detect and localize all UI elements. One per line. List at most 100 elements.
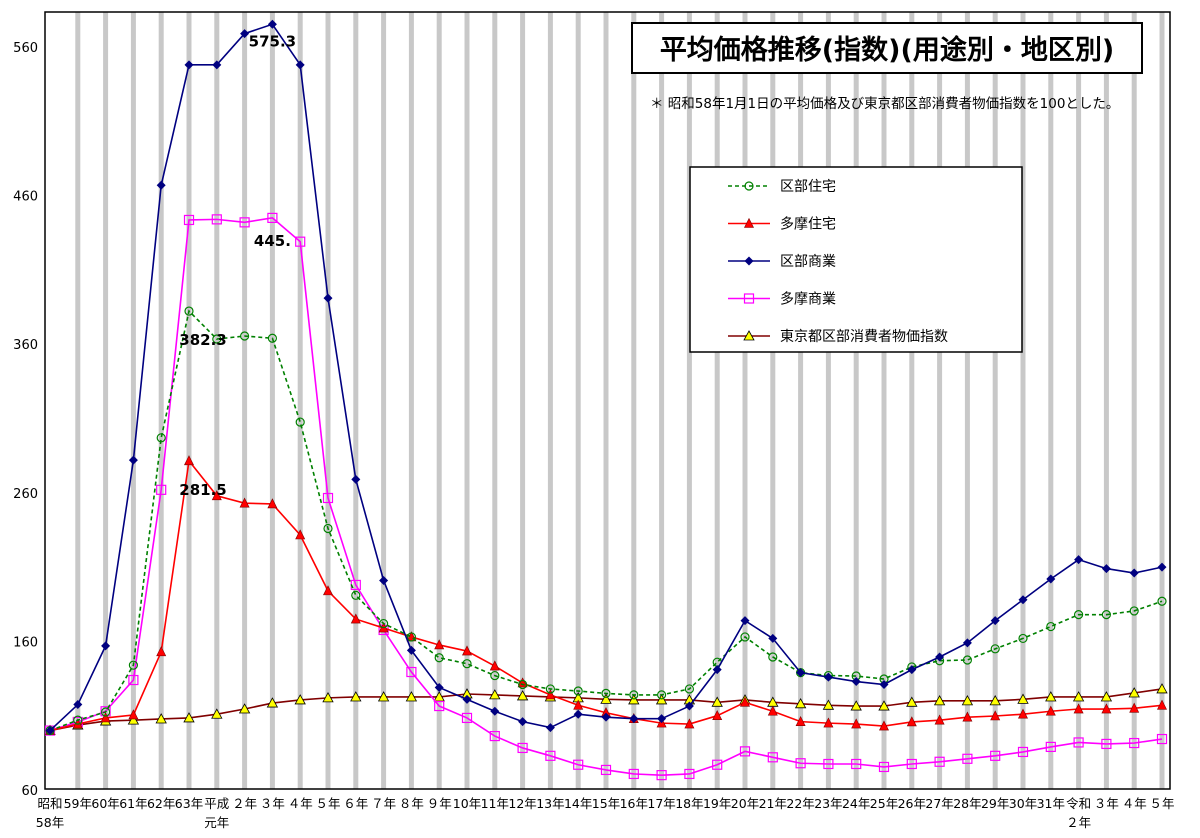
- data-point: [322, 492, 334, 504]
- data-point: [990, 644, 1000, 654]
- data-point: [211, 490, 222, 501]
- data-point: [1129, 568, 1139, 578]
- legend-label: 東京都区部消費者物価指数: [780, 329, 948, 345]
- x-tick-label: 15年: [592, 796, 620, 811]
- data-point: [878, 761, 890, 773]
- data-point: [573, 709, 583, 719]
- grid-bar: [659, 12, 665, 789]
- x-tick-label: 59年: [64, 796, 92, 811]
- grid-bar: [214, 12, 220, 789]
- legend-label: 多摩商業: [780, 291, 836, 308]
- x-tick-label: 27年: [925, 796, 953, 811]
- grid-bar: [770, 12, 776, 789]
- x-tick-label: ３年: [1094, 796, 1119, 811]
- data-point: [1045, 705, 1056, 716]
- data-point: [1074, 555, 1084, 565]
- grid-bar: [575, 12, 581, 789]
- data-point: [490, 670, 500, 681]
- x-tick-label: ９年: [427, 796, 452, 811]
- data-point: [462, 694, 472, 704]
- grid-bar: [103, 12, 109, 789]
- grid-bar: [686, 12, 692, 789]
- data-point: [935, 652, 945, 662]
- x-tick-label: 22年: [786, 796, 814, 811]
- legend-item: 多摩商業: [728, 291, 836, 308]
- title-box: 平均価格推移(指数)(用途別・地区別): [631, 22, 1143, 74]
- data-point: [1100, 691, 1113, 702]
- data-point: [657, 714, 667, 724]
- data-point: [100, 707, 111, 717]
- chart-title: 平均価格推移(指数)(用途別・地区別): [660, 34, 1114, 66]
- data-point: [379, 575, 389, 585]
- data-point: [684, 684, 695, 694]
- data-point: [990, 710, 1001, 721]
- data-point: [573, 686, 583, 696]
- data-point: [1101, 738, 1112, 750]
- data-point: [434, 682, 444, 692]
- data-point: [212, 334, 222, 344]
- data-point: [712, 710, 723, 721]
- grid-bar: [130, 12, 136, 789]
- series-line: [49, 217, 1163, 776]
- data-point: [1073, 703, 1084, 714]
- x-tick-label: ５年: [1149, 796, 1174, 811]
- x-tick-label: 10年: [453, 796, 481, 811]
- data-point: [740, 616, 750, 626]
- x-tick-label: 19年: [703, 796, 731, 811]
- data-point: [906, 758, 917, 770]
- data-point: [489, 730, 500, 742]
- data-point: [489, 689, 501, 700]
- grid-bar: [992, 12, 998, 789]
- data-point: [128, 660, 138, 670]
- grid-bar: [269, 12, 275, 789]
- data-point: [323, 293, 333, 303]
- x-tick-label: 63年: [175, 796, 203, 811]
- data-point: [156, 646, 167, 657]
- data-point: [879, 679, 889, 689]
- data-point: [240, 331, 250, 341]
- x-tick-label: 23年: [814, 796, 842, 811]
- data-point: [768, 652, 778, 662]
- x-tick-label: 16年: [620, 796, 648, 811]
- legend-label: 区部商業: [780, 254, 836, 270]
- data-point: [1046, 621, 1056, 632]
- grid-bar: [964, 12, 970, 789]
- data-point: [684, 718, 695, 729]
- data-point: [434, 700, 445, 712]
- x-tick-label: 61年: [119, 796, 147, 811]
- data-point: [240, 29, 250, 39]
- data-point: [183, 214, 195, 226]
- data-point: [406, 632, 416, 642]
- data-point: [573, 759, 584, 770]
- data-point: [629, 714, 639, 724]
- data-point: [933, 695, 946, 706]
- data-point: [1045, 691, 1057, 702]
- data-point: [906, 716, 917, 727]
- data-point: [989, 695, 1001, 706]
- data-point: [211, 214, 222, 225]
- data-point: [377, 691, 390, 702]
- x-tick-label: ７年: [371, 796, 396, 811]
- data-point: [743, 293, 755, 304]
- x-tick-label: 28年: [953, 796, 981, 811]
- grid-bar: [937, 12, 943, 789]
- grid-bar: [520, 12, 526, 789]
- data-point: [743, 330, 755, 341]
- data-point: [128, 709, 139, 720]
- data-point: [351, 590, 361, 600]
- data-point: [600, 693, 612, 704]
- data-point: [127, 714, 140, 725]
- data-point: [1017, 693, 1029, 704]
- x-tick-label: 13年: [536, 796, 564, 811]
- data-point: [823, 758, 834, 770]
- x-tick-label: ４年: [288, 796, 313, 811]
- x-tick-label-line2: ２年: [1066, 815, 1091, 830]
- grid-bar: [1048, 12, 1054, 789]
- x-tick-label: 18年: [675, 796, 703, 811]
- x-tick-label: 17年: [647, 796, 675, 811]
- y-tick-label: 560: [13, 41, 38, 56]
- data-point: [712, 665, 722, 675]
- x-tick-label: ３年: [260, 796, 285, 811]
- grid-bar: [75, 12, 81, 789]
- grid-bar: [1076, 12, 1082, 789]
